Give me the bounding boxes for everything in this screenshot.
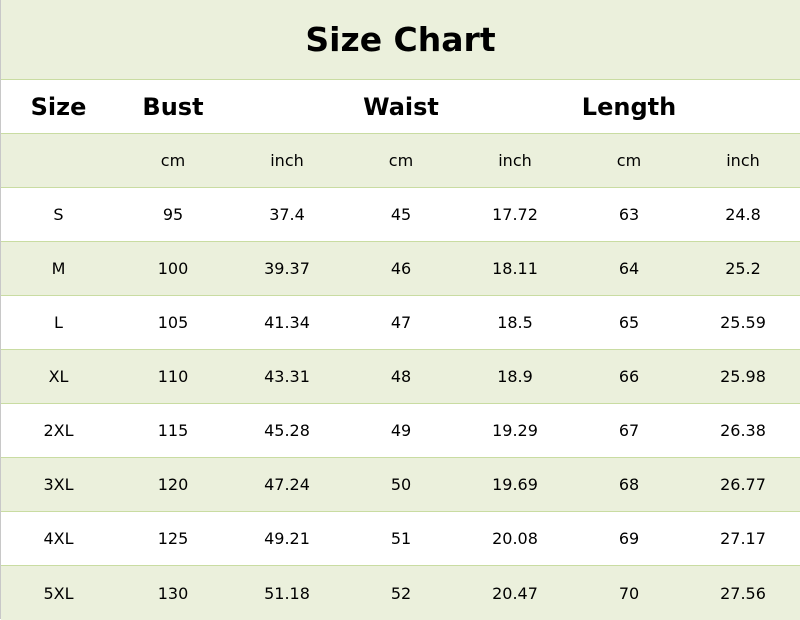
measurement-cell: 47.24 <box>264 475 310 494</box>
measurement-cell: 18.11 <box>492 259 538 278</box>
measurement-cell: 19.69 <box>492 475 538 494</box>
unit-label: cm <box>616 151 642 170</box>
measurement-cell: 66 <box>618 367 640 386</box>
table-row: S 95 37.4 45 17.72 63 24.8 <box>1 188 800 242</box>
measurement-cell: 68 <box>618 475 640 494</box>
measurement-cell: 51 <box>390 529 412 548</box>
measurement-cell: 39.37 <box>264 259 310 278</box>
table-row: L 105 41.34 47 18.5 65 25.59 <box>1 296 800 350</box>
table-row: 5XL 130 51.18 52 20.47 70 27.56 <box>1 566 800 620</box>
measurement-cell: 26.38 <box>720 421 766 440</box>
measurement-cell: 25.98 <box>720 367 766 386</box>
table-row: 3XL 120 47.24 50 19.69 68 26.77 <box>1 458 800 512</box>
column-header: Size <box>30 92 87 121</box>
measurement-cell: 50 <box>390 475 412 494</box>
measurement-cell: 20.08 <box>492 529 538 548</box>
measurement-cell: 18.9 <box>497 367 533 386</box>
measurement-cell: 105 <box>157 313 189 332</box>
measurement-cell: 63 <box>618 205 640 224</box>
unit-label: inch <box>498 151 532 170</box>
table-row: M 100 39.37 46 18.11 64 25.2 <box>1 242 800 296</box>
measurement-cell: 100 <box>157 259 189 278</box>
measurement-cell: 130 <box>157 583 189 603</box>
measurement-cell: 45 <box>390 205 412 224</box>
measurement-cell: 49.21 <box>264 529 310 548</box>
size-cell: S <box>53 205 64 224</box>
table-body: S 95 37.4 45 17.72 63 24.8 M 100 39.37 46 18.11 64 25… <box>1 188 800 620</box>
size-cell: L <box>54 313 63 332</box>
measurement-cell: 24.8 <box>725 205 761 224</box>
measurement-cell: 27.56 <box>720 583 766 603</box>
size-cell: 5XL <box>43 583 74 603</box>
size-cell: 2XL <box>43 421 74 440</box>
unit-label: cm <box>160 151 186 170</box>
measurement-cell: 25.2 <box>725 259 761 278</box>
size-cell: M <box>51 259 66 278</box>
measurement-cell: 51.18 <box>264 583 310 603</box>
measurement-cell: 52 <box>390 583 412 603</box>
unit-label: inch <box>270 151 304 170</box>
column-header <box>230 80 344 133</box>
unit-label: cm <box>388 151 414 170</box>
measurement-cell: 41.34 <box>264 313 310 332</box>
unit-label <box>1 134 116 187</box>
measurement-cell: 115 <box>157 421 189 440</box>
measurement-cell: 37.4 <box>269 205 305 224</box>
size-cell: 4XL <box>43 529 74 548</box>
chart-title: Size Chart <box>1 0 800 80</box>
table-row: 2XL 115 45.28 49 19.29 67 26.38 <box>1 404 800 458</box>
measurement-cell: 18.5 <box>497 313 533 332</box>
measurement-cell: 26.77 <box>720 475 766 494</box>
column-header: Length <box>581 92 677 121</box>
measurement-cell: 65 <box>618 313 640 332</box>
measurement-cell: 70 <box>618 583 640 603</box>
column-header: Bust <box>142 92 204 121</box>
measurement-cell: 69 <box>618 529 640 548</box>
unit-label: inch <box>726 151 760 170</box>
measurement-cell: 43.31 <box>264 367 310 386</box>
measurement-cell: 125 <box>157 529 189 548</box>
column-header: Waist <box>363 92 439 121</box>
measurement-cell: 25.59 <box>720 313 766 332</box>
size-cell: XL <box>48 367 69 386</box>
header-row: Size Bust Waist Length <box>1 80 800 134</box>
measurement-cell: 47 <box>390 313 412 332</box>
measurement-cell: 17.72 <box>492 205 538 224</box>
units-row: cm inch cm inch cm inch <box>1 134 800 188</box>
measurement-cell: 48 <box>390 367 412 386</box>
measurement-cell: 64 <box>618 259 640 278</box>
column-header <box>458 80 572 133</box>
measurement-cell: 27.17 <box>720 529 766 548</box>
measurement-cell: 45.28 <box>264 421 310 440</box>
measurement-cell: 95 <box>162 205 184 224</box>
measurement-cell: 49 <box>390 421 412 440</box>
measurement-cell: 19.29 <box>492 421 538 440</box>
measurement-cell: 46 <box>390 259 412 278</box>
table-row: 4XL 125 49.21 51 20.08 69 27.17 <box>1 512 800 566</box>
measurement-cell: 110 <box>157 367 189 386</box>
measurement-cell: 120 <box>157 475 189 494</box>
measurement-cell: 20.47 <box>492 583 538 603</box>
column-header <box>686 80 800 133</box>
table-row: XL 110 43.31 48 18.9 66 25.98 <box>1 350 800 404</box>
measurement-cell: 67 <box>618 421 640 440</box>
size-cell: 3XL <box>43 475 74 494</box>
